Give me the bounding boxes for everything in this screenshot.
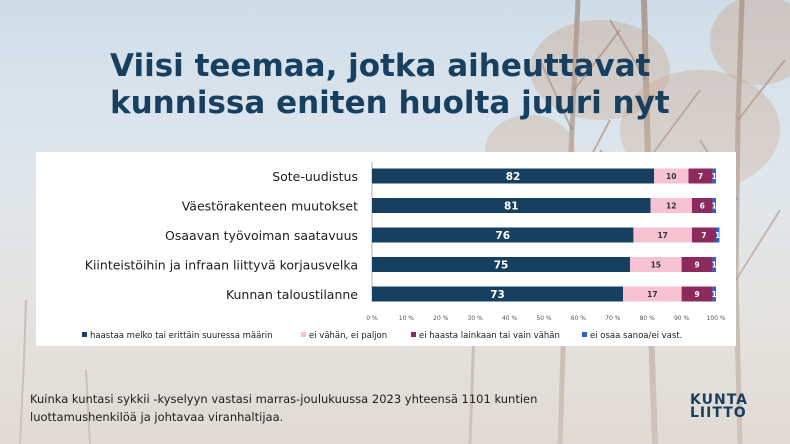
- data-label: 9: [694, 290, 699, 299]
- data-label: 7: [701, 231, 706, 240]
- logo-line-1: KUNTA: [690, 392, 748, 408]
- legend-label: haastaa melko tai erittäin suuressa määr…: [90, 331, 273, 341]
- data-label: 17: [657, 231, 667, 240]
- bar-segment: [691, 227, 716, 243]
- legend-label: ei osaa sanoa/ei vast.: [590, 331, 682, 341]
- bar-segment: [712, 286, 716, 302]
- legend-swatch: [582, 332, 587, 337]
- x-tick-label: 50 %: [536, 315, 552, 322]
- bar-segment: [716, 227, 720, 243]
- legend-label: ei vähän, ei paljon: [309, 331, 387, 341]
- x-tick-label: 100 %: [706, 315, 725, 322]
- legend-swatch: [411, 332, 416, 337]
- bar-segment: [650, 198, 692, 213]
- footnote: Kuinka kuntasi sykkii -kyselyyn vastasi …: [30, 392, 538, 424]
- page-title: Viisi teemaa, jotka aiheuttavat kunnissa…: [110, 48, 670, 121]
- x-tick-label: 20 %: [433, 315, 449, 322]
- data-label: 76: [495, 230, 510, 242]
- kuntaliitto-logo: KUNTA LIITTO: [690, 392, 770, 421]
- data-label: 1: [712, 290, 717, 299]
- bar-segment: [372, 227, 634, 243]
- bar-segment: [712, 198, 716, 213]
- category-label: Kunnan taloustilanne: [226, 287, 358, 302]
- x-tick-label: 10 %: [399, 315, 415, 322]
- data-label: 81: [504, 201, 519, 213]
- x-tick-label: 30 %: [468, 315, 484, 322]
- bar-segment: [654, 168, 689, 184]
- x-tick-label: 90 %: [674, 315, 690, 322]
- x-tick-label: 70 %: [605, 315, 621, 322]
- x-tick-label: 60 %: [571, 315, 587, 322]
- data-label: 1: [715, 231, 720, 240]
- x-tick-label: 40 %: [502, 315, 518, 322]
- legend-swatch: [82, 332, 87, 337]
- bar-segment: [712, 168, 716, 184]
- category-label: Kiinteistöihin ja infraan liittyvä korja…: [85, 258, 358, 273]
- data-label: 10: [666, 172, 676, 181]
- data-label: 75: [494, 260, 509, 272]
- bar-segment: [372, 198, 651, 213]
- bar-segment: [681, 257, 713, 272]
- bar-segment: [633, 227, 692, 243]
- bar-segment: [372, 286, 624, 302]
- logo-line-2: LIITTO: [690, 405, 747, 421]
- bar-segment: [630, 257, 682, 272]
- data-label: 17: [647, 290, 657, 299]
- bar-segment: [688, 168, 713, 184]
- data-label: 73: [490, 289, 505, 301]
- x-tick-label: 80 %: [640, 315, 656, 322]
- bar-segment: [372, 168, 655, 184]
- legend-label: ei haasta lainkaan tai vain vähän: [419, 331, 560, 341]
- chart-panel: Sote-uudistus 82 10 7 1 Väestörakenteen muuto…: [36, 152, 736, 346]
- legend-swatch: [301, 332, 306, 337]
- data-label: 12: [666, 202, 676, 211]
- data-label: 82: [506, 171, 521, 183]
- bar-segment: [691, 198, 713, 213]
- bar-segment: [712, 257, 716, 272]
- data-label: 15: [651, 261, 661, 270]
- bar-segment: [681, 286, 713, 302]
- data-label: 1: [712, 202, 717, 211]
- data-label: 6: [700, 202, 705, 211]
- category-label: Väestörakenteen muutokset: [182, 199, 358, 214]
- data-label: 9: [694, 261, 699, 270]
- data-label: 7: [698, 172, 703, 181]
- x-tick-label: 0 %: [366, 315, 378, 322]
- category-label: Osaavan työvoiman saatavuus: [165, 228, 358, 243]
- bar-segment: [372, 257, 630, 272]
- data-label: 1: [712, 172, 717, 181]
- category-label: Sote-uudistus: [272, 169, 358, 184]
- data-label: 1: [712, 261, 717, 270]
- bar-segment: [623, 286, 682, 302]
